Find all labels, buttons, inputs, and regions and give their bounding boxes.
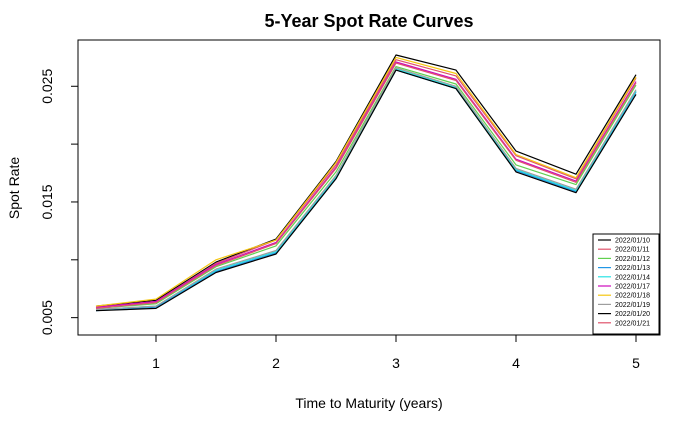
series-line <box>95 69 637 312</box>
y-axis: 0.005 0.015 0.025 <box>39 69 78 335</box>
x-tick-label: 3 <box>392 355 400 371</box>
legend-entry: 2022/01/14 <box>615 274 650 281</box>
y-tick-label: 0.025 <box>39 69 55 104</box>
legend-entry: 2022/01/18 <box>615 293 650 300</box>
x-tick-label: 5 <box>632 355 640 371</box>
legend: 2022/01/10 2022/01/11 2022/01/12 2022/01/13… <box>592 233 660 335</box>
legend-entry: 2022/01/21 <box>615 320 650 327</box>
series-line <box>95 62 637 309</box>
legend-entry: 2022/01/12 <box>615 256 650 263</box>
legend-entry: 2022/01/19 <box>615 302 650 309</box>
y-tick-label: 0.005 <box>39 300 55 335</box>
plot-frame <box>77 39 661 336</box>
legend-box <box>592 233 660 335</box>
legend-entry: 2022/01/17 <box>615 284 650 291</box>
legend-entry: 2022/01/10 <box>615 238 650 245</box>
x-tick-label: 1 <box>152 355 160 371</box>
legend-entry: 2022/01/11 <box>615 247 650 254</box>
series-line <box>95 69 637 312</box>
legend-entry: 2022/01/13 <box>615 265 650 272</box>
chart-title: 5-Year Spot Rate Curves <box>264 11 473 31</box>
series-line <box>95 67 637 311</box>
legend-entry: 2022/01/20 <box>615 311 650 318</box>
x-tick-label: 2 <box>272 355 280 371</box>
series-line <box>95 65 637 309</box>
x-axis: 1 2 3 4 5 <box>152 335 640 371</box>
series-line <box>95 56 637 307</box>
series-lines <box>95 54 637 312</box>
x-axis-label: Time to Maturity (years) <box>295 395 442 411</box>
series-line <box>95 68 637 311</box>
y-tick-label: 0.015 <box>39 184 55 219</box>
x-tick-label: 4 <box>512 355 520 371</box>
y-axis-label: Spot Rate <box>6 157 22 219</box>
series-line <box>95 54 637 307</box>
